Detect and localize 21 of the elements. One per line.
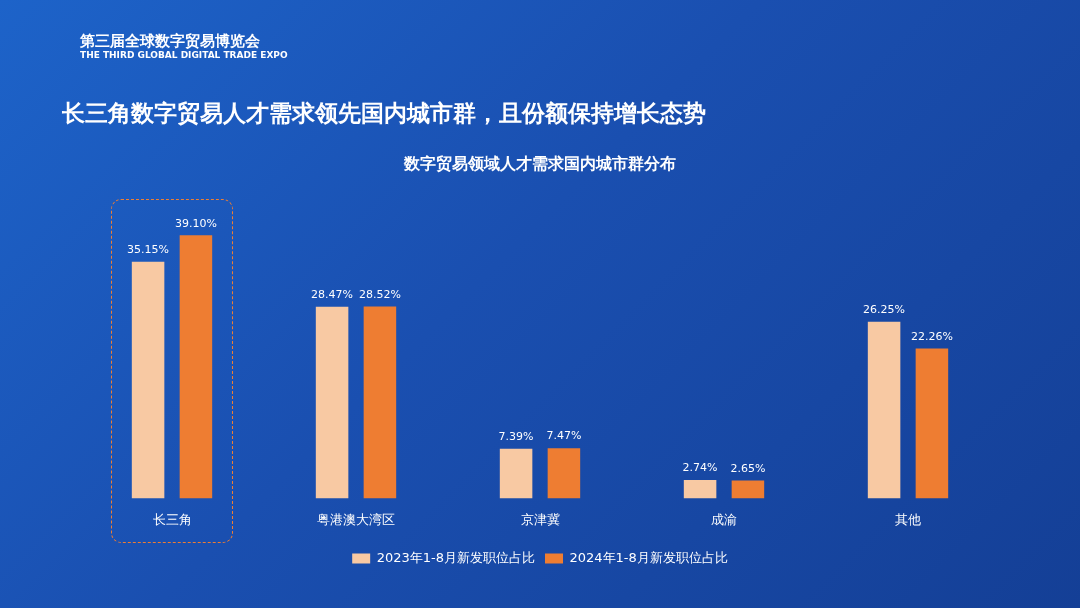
text: 第三届全球数字贸易博览会 xyxy=(80,32,261,50)
text: THE THIRD GLOBAL DIGITAL TRADE EXPO xyxy=(80,50,288,61)
data-label: 2.65% xyxy=(730,461,766,475)
legend-label: 2024年1-8月新发职位占比 xyxy=(569,549,728,565)
chart-subtitle: 数字贸易领域人才需求国内城市群分布 xyxy=(403,153,676,173)
x-tick-label: 其他 xyxy=(895,511,921,527)
data-label: 39.10% xyxy=(174,216,217,230)
data-label: 22.26% xyxy=(910,329,953,343)
data-label: 2.74% xyxy=(682,461,718,475)
legend-label: 2023年1-8月新发职位占比 xyxy=(376,549,536,565)
data-label: 26.25% xyxy=(863,303,906,317)
x-tick-label: 粤港澳大湾区 xyxy=(317,511,395,527)
data-label: 7.39% xyxy=(498,430,534,444)
chart-title: 长三角数字贸易人才需求领先国内城市群，且份额保持增长态势 xyxy=(62,99,706,128)
data-label: 28.47% xyxy=(311,288,354,302)
x-tick-label: 京津冀 xyxy=(520,511,560,527)
x-tick-label: 成渝 xyxy=(711,511,737,527)
x-tick-label: 长三角 xyxy=(152,511,192,527)
data-label: 7.47% xyxy=(546,429,582,443)
data-label: 35.15% xyxy=(127,243,170,257)
data-label: 28.52% xyxy=(358,287,401,301)
